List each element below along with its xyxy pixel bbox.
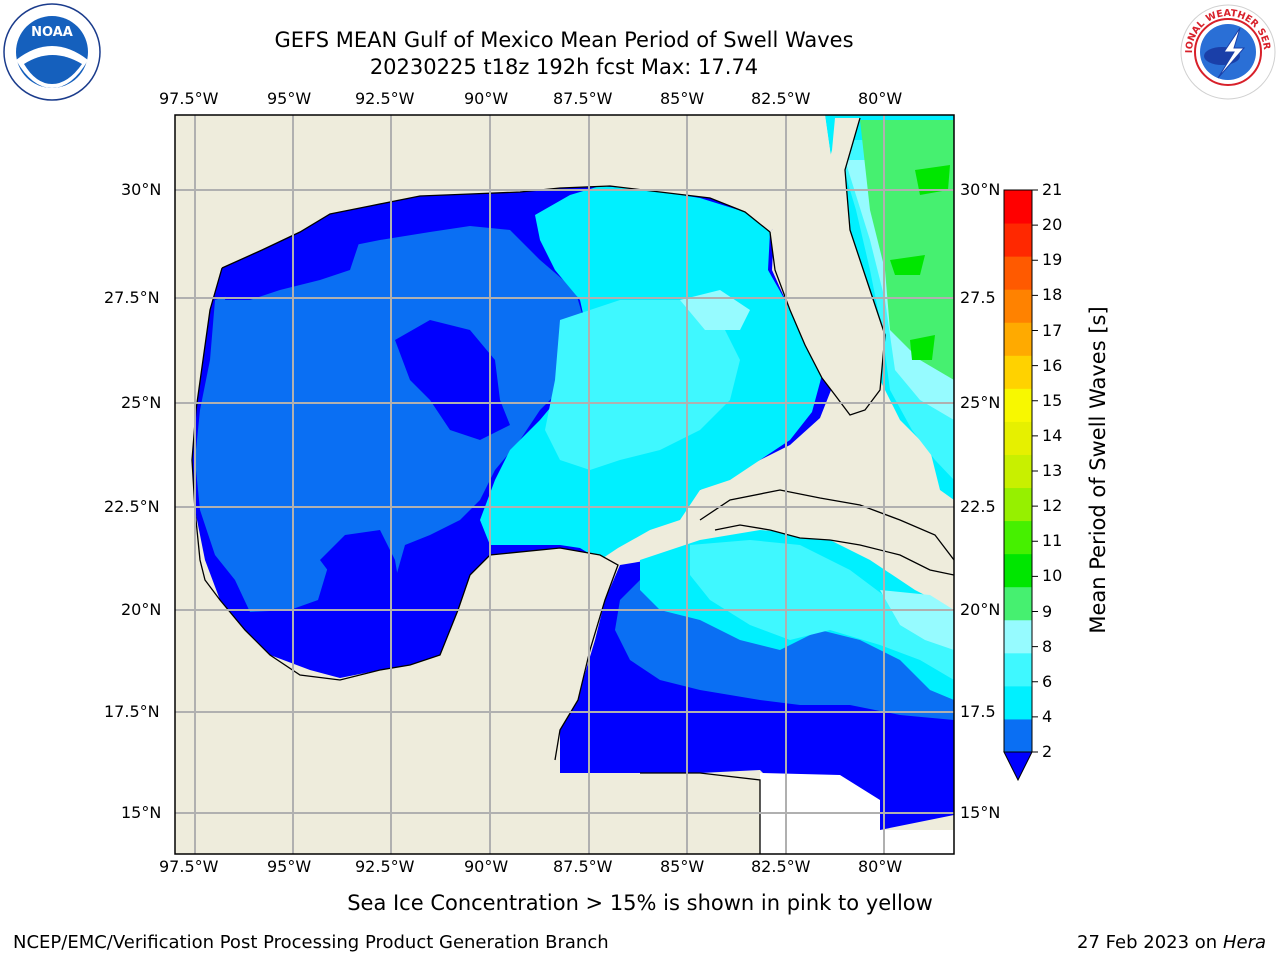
lat-label-left: 17.5°N [104, 702, 160, 721]
colorbar-label: Mean Period of Swell Waves [s] [1086, 306, 1110, 634]
noaa-logo-text: NOAA [31, 25, 73, 40]
lat-label-left: 15°N [121, 803, 162, 822]
footer-machine: Hera [1222, 932, 1266, 953]
colorbar-tick-label: 2 [1042, 742, 1053, 761]
lat-label-right: 22.5 [960, 497, 996, 516]
colorbar-segment [1004, 454, 1032, 489]
lon-label-top: 80°W [858, 89, 903, 108]
colorbar-tick-label: 18 [1042, 285, 1063, 305]
yucatan-land [175, 548, 618, 775]
lon-label-top: 82.5°W [751, 89, 811, 108]
footer-date-text: 27 Feb 2023 on [1077, 932, 1218, 953]
chart-title: GEFS MEAN Gulf of Mexico Mean Period of … [274, 28, 854, 52]
lon-label-bottom: 92.5°W [355, 857, 415, 876]
sea-ice-caption: Sea Ice Concentration > 15% is shown in … [347, 891, 933, 915]
florida-land [770, 118, 885, 415]
colorbar-tick-label: 21 [1042, 180, 1063, 199]
lat-label-left: 27.5°N [104, 288, 160, 307]
lat-label-right: 30°N [960, 180, 1001, 199]
colorbar-segment [1004, 619, 1032, 654]
lat-label-left: 30°N [121, 180, 162, 199]
colorbar-tick-label: 11 [1042, 531, 1063, 551]
lon-label-top: 85°W [660, 89, 705, 108]
colorbar-segment [1004, 520, 1032, 555]
colorbar-segment [1004, 487, 1032, 522]
colorbar [1004, 189, 1038, 753]
colorbar-tick-label: 16 [1042, 355, 1063, 375]
colorbar-tick-label: 17 [1042, 320, 1063, 340]
chart-subtitle: 20230225 t18z 192h fcst Max: 17.74 [369, 55, 759, 79]
colorbar-tick-label: 13 [1042, 461, 1063, 480]
lon-label-bottom: 85°W [660, 857, 705, 876]
lon-label-top: 87.5°W [553, 89, 613, 108]
lon-label-top: 90°W [464, 89, 509, 108]
lat-label-right: 17.5 [960, 702, 996, 721]
colorbar-tick-label: 10 [1042, 566, 1063, 586]
lat-label-left: 25°N [121, 393, 162, 412]
colorbar-segment [1004, 223, 1032, 257]
lat-label-left: 22.5°N [104, 497, 160, 516]
colorbar-segment [1004, 718, 1032, 753]
colorbar-tick-label: 6 [1042, 671, 1053, 691]
footer-credit: NCEP/EMC/Verification Post Processing Pr… [13, 932, 609, 953]
lon-label-bottom: 87.5°W [553, 857, 613, 876]
lon-label-top: 92.5°W [355, 89, 415, 108]
lon-label-bottom: 90°W [464, 857, 509, 876]
colorbar-segment [1004, 685, 1032, 720]
lat-label-right: 27.5 [960, 288, 996, 307]
colorbar-tick-label: 12 [1042, 496, 1063, 516]
colorbar-tick-label: 4 [1042, 706, 1053, 726]
graticule [175, 115, 954, 854]
colorbar-segment [1004, 289, 1032, 323]
lat-label-left: 20°N [121, 600, 162, 619]
colorbar-segment [1004, 388, 1032, 422]
lon-label-top: 95°W [267, 89, 312, 108]
lon-label-bottom: 95°W [267, 857, 312, 876]
colorbar-segment [1004, 256, 1032, 290]
colorbar-tick-label: 9 [1042, 601, 1053, 621]
colorbar-tick-label: 14 [1042, 425, 1063, 445]
footer-date: 27 Feb 2023 on Hera [1077, 932, 1266, 953]
colorbar-segment [1004, 652, 1032, 687]
colorbar-tick-label: 20 [1042, 215, 1063, 235]
colorbar-extend-triangle [1003, 751, 1033, 782]
lon-label-bottom: 80°W [858, 857, 903, 876]
colorbar-segment [1004, 553, 1032, 588]
colorbar-segment [1004, 190, 1032, 224]
colorbar-segment [1004, 322, 1032, 356]
lat-label-right: 20°N [960, 600, 1001, 619]
lon-label-top: 97.5°W [159, 89, 219, 108]
cuba-land [700, 490, 954, 575]
colorbar-tick-label: 8 [1042, 636, 1053, 656]
us-gulf-coast-land [175, 115, 830, 560]
lat-label-right: 25°N [960, 393, 1001, 412]
colorbar-segment [1004, 355, 1032, 389]
lon-label-bottom: 97.5°W [159, 857, 219, 876]
colorbar-tick-label: 15 [1042, 390, 1063, 410]
lat-label-right: 15°N [960, 803, 1001, 822]
colorbar-segment [1004, 421, 1032, 455]
map-frame [174, 114, 955, 855]
coastlines [191, 117, 954, 854]
lon-label-bottom: 82.5°W [751, 857, 811, 876]
noaa-logo: NOAA [2, 2, 102, 102]
colorbar-segment [1004, 586, 1032, 621]
colorbar-tick-label: 19 [1042, 250, 1063, 270]
nws-logo: NATIONAL WEATHER SERVICE [1174, 0, 1278, 102]
